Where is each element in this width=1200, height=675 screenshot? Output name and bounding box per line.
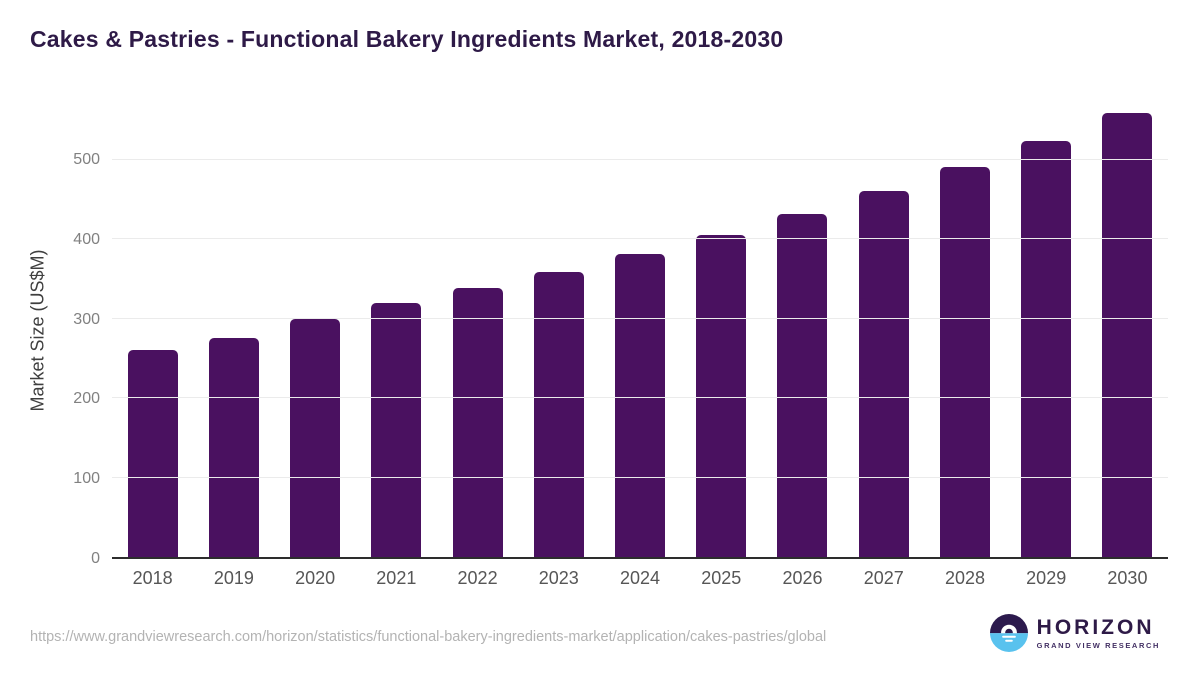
horizon-sunrise-icon bbox=[989, 614, 1028, 652]
bar-2025[interactable] bbox=[696, 235, 747, 557]
x-label-2027: 2027 bbox=[863, 568, 904, 588]
x-label-2024: 2024 bbox=[620, 568, 661, 588]
x-label-2021: 2021 bbox=[376, 568, 417, 588]
gridline-200 bbox=[112, 397, 1168, 399]
y-axis-title: Market Size (US$M) bbox=[27, 249, 48, 412]
bar-slot-2027 bbox=[843, 100, 924, 557]
bar-slot-2019 bbox=[193, 100, 274, 557]
plot-area bbox=[112, 100, 1168, 559]
y-tick-200: 200 bbox=[73, 390, 100, 408]
bar-slot-2022 bbox=[437, 100, 518, 557]
gridline-400 bbox=[112, 238, 1168, 240]
bar-slot-2025 bbox=[681, 100, 762, 557]
bar-slot-2020 bbox=[274, 100, 355, 557]
bar-slot-2028 bbox=[924, 100, 1005, 557]
y-tick-500: 500 bbox=[73, 150, 100, 168]
x-label-2019: 2019 bbox=[213, 568, 254, 588]
bar-slot-2018 bbox=[112, 100, 193, 557]
gridline-300 bbox=[112, 317, 1168, 319]
logo-text: HORIZON GRAND VIEW RESEARCH bbox=[1037, 616, 1160, 649]
bar-2018[interactable] bbox=[127, 350, 178, 557]
horizon-logo: HORIZON GRAND VIEW RESEARCH bbox=[989, 614, 1160, 652]
x-label-2020: 2020 bbox=[295, 568, 336, 588]
x-label-2023: 2023 bbox=[538, 568, 579, 588]
bar-2029[interactable] bbox=[1021, 141, 1072, 557]
page-title: Cakes & Pastries - Functional Bakery Ing… bbox=[30, 26, 784, 52]
bar-2024[interactable] bbox=[615, 254, 666, 557]
x-axis-labels: 2018 2019 2020 2021 2022 2023 2024 2025 2026 2027… bbox=[112, 568, 1168, 589]
gridline-100 bbox=[112, 476, 1168, 478]
bar-slot-2021 bbox=[356, 100, 437, 557]
logo-subtitle: GRAND VIEW RESEARCH bbox=[1036, 640, 1160, 650]
bar-2021[interactable] bbox=[371, 302, 422, 557]
logo-name: HORIZON bbox=[1036, 616, 1155, 640]
x-label-2030: 2030 bbox=[1107, 568, 1148, 588]
y-tick-100: 100 bbox=[73, 470, 100, 488]
x-label-2018: 2018 bbox=[132, 568, 173, 588]
bar-2030[interactable] bbox=[1102, 112, 1153, 557]
x-label-2022: 2022 bbox=[457, 568, 498, 588]
bar-slot-2026 bbox=[762, 100, 843, 557]
gridline-500 bbox=[112, 158, 1168, 160]
bar-2028[interactable] bbox=[939, 166, 990, 557]
bar-2027[interactable] bbox=[858, 190, 909, 557]
bar-slot-2024 bbox=[599, 100, 680, 557]
x-label-2028: 2028 bbox=[944, 568, 985, 588]
bar-2022[interactable] bbox=[452, 288, 503, 557]
y-tick-400: 400 bbox=[73, 230, 100, 248]
x-label-2025: 2025 bbox=[701, 568, 742, 588]
bar-slot-2023 bbox=[518, 100, 599, 557]
bar-2020[interactable] bbox=[290, 318, 341, 557]
bars-row bbox=[112, 100, 1168, 557]
bar-2023[interactable] bbox=[533, 271, 584, 557]
bar-slot-2029 bbox=[1006, 100, 1087, 557]
x-label-2029: 2029 bbox=[1026, 568, 1067, 588]
y-axis-ticks: 0 100 200 300 400 500 bbox=[56, 100, 100, 566]
bar-2026[interactable] bbox=[777, 213, 828, 557]
bar-slot-2030 bbox=[1087, 100, 1168, 557]
y-tick-0: 0 bbox=[91, 550, 100, 567]
bar-2019[interactable] bbox=[208, 337, 259, 557]
x-label-2026: 2026 bbox=[782, 568, 823, 588]
y-tick-300: 300 bbox=[73, 310, 100, 328]
source-url: https://www.grandviewresearch.com/horizo… bbox=[30, 629, 827, 645]
